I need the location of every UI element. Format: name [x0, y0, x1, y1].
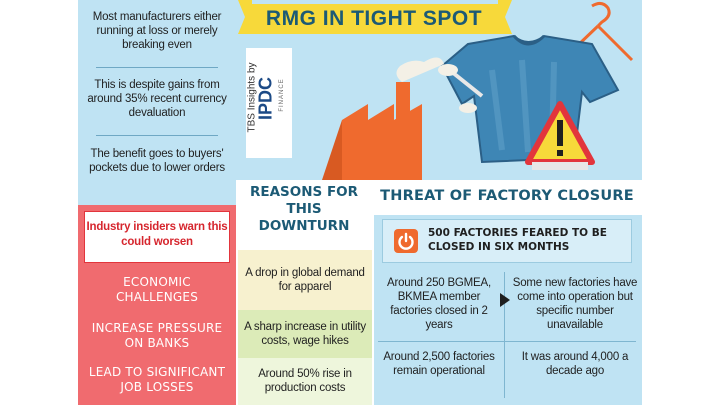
consequence-3: LEAD TO SIGNIFICANT JOB LOSSES — [88, 365, 226, 394]
threat-cell-2: Some new factories have come into operat… — [512, 277, 638, 331]
power-icon — [394, 229, 418, 253]
divider — [504, 272, 505, 398]
consequence-2: INCREASE PRESSURE ON BANKS — [91, 321, 223, 350]
divider — [236, 180, 238, 405]
divider — [378, 341, 636, 342]
threat-cell-3: Around 2,500 factories remain operationa… — [383, 351, 495, 377]
title-box: RMG IN TIGHT SPOT — [250, 4, 498, 34]
infographic: Most manufacturers either running at los… — [78, 0, 642, 405]
left-point-3: The benefit goes to buyers' pockets due … — [89, 148, 225, 174]
reason-3: Around 50% rise in production costs — [258, 368, 352, 394]
warning-box: Industry insiders warn this could worsen — [84, 211, 230, 263]
title-ribbon-right — [498, 0, 512, 34]
needle-icon — [438, 64, 484, 113]
factory-icon — [322, 57, 444, 180]
brand-line-3: FINANCE — [279, 78, 285, 112]
reasons-title: REASONS FOR THIS DOWNTURN — [249, 184, 359, 234]
reason-row-bg — [236, 310, 372, 358]
reason-1: A drop in global demand for apparel — [245, 267, 365, 293]
reason-row-bg — [236, 358, 372, 405]
threat-cell-4: It was around 4,000 a decade ago — [521, 351, 629, 377]
closure-headline-box — [382, 219, 632, 263]
closure-headline: 500 FACTORIES FEARED TO BE CLOSED IN SIX… — [428, 227, 607, 253]
reasons-header-bg — [236, 180, 372, 250]
left-point-1: Most manufacturers either running at los… — [92, 11, 222, 51]
threat-cell-1: Around 250 BGMEA, BKMEA member factories… — [387, 277, 491, 331]
page-title: RMG IN TIGHT SPOT — [265, 7, 483, 30]
reason-row-bg — [236, 250, 372, 310]
divider — [96, 67, 218, 68]
left-panel: Most manufacturers either running at los… — [78, 0, 236, 205]
illustration — [322, 1, 634, 180]
warning-sign-icon — [525, 101, 595, 170]
threat-header-bg — [372, 180, 642, 215]
divider — [96, 135, 218, 136]
arrow-right-icon — [500, 293, 510, 307]
warning-text: Industry insiders warn this could worsen — [86, 221, 228, 248]
consequence-1: ECONOMIC CHALLENGES — [115, 275, 199, 304]
brand-logo-text: IPDC — [255, 77, 276, 121]
divider — [372, 180, 374, 405]
reason-2: A sharp increase in utility costs, wage … — [244, 321, 366, 347]
consequence-panel: Industry insiders warn this could worsen… — [78, 205, 236, 405]
tshirt-icon — [440, 34, 620, 164]
brand-logo: TBS Insights by IPDC FINANCE — [246, 48, 292, 158]
left-point-2: This is despite gains from around 35% re… — [87, 79, 227, 119]
title-ribbon-left — [238, 0, 252, 34]
threat-title: THREAT OF FACTORY CLOSURE — [380, 188, 634, 204]
